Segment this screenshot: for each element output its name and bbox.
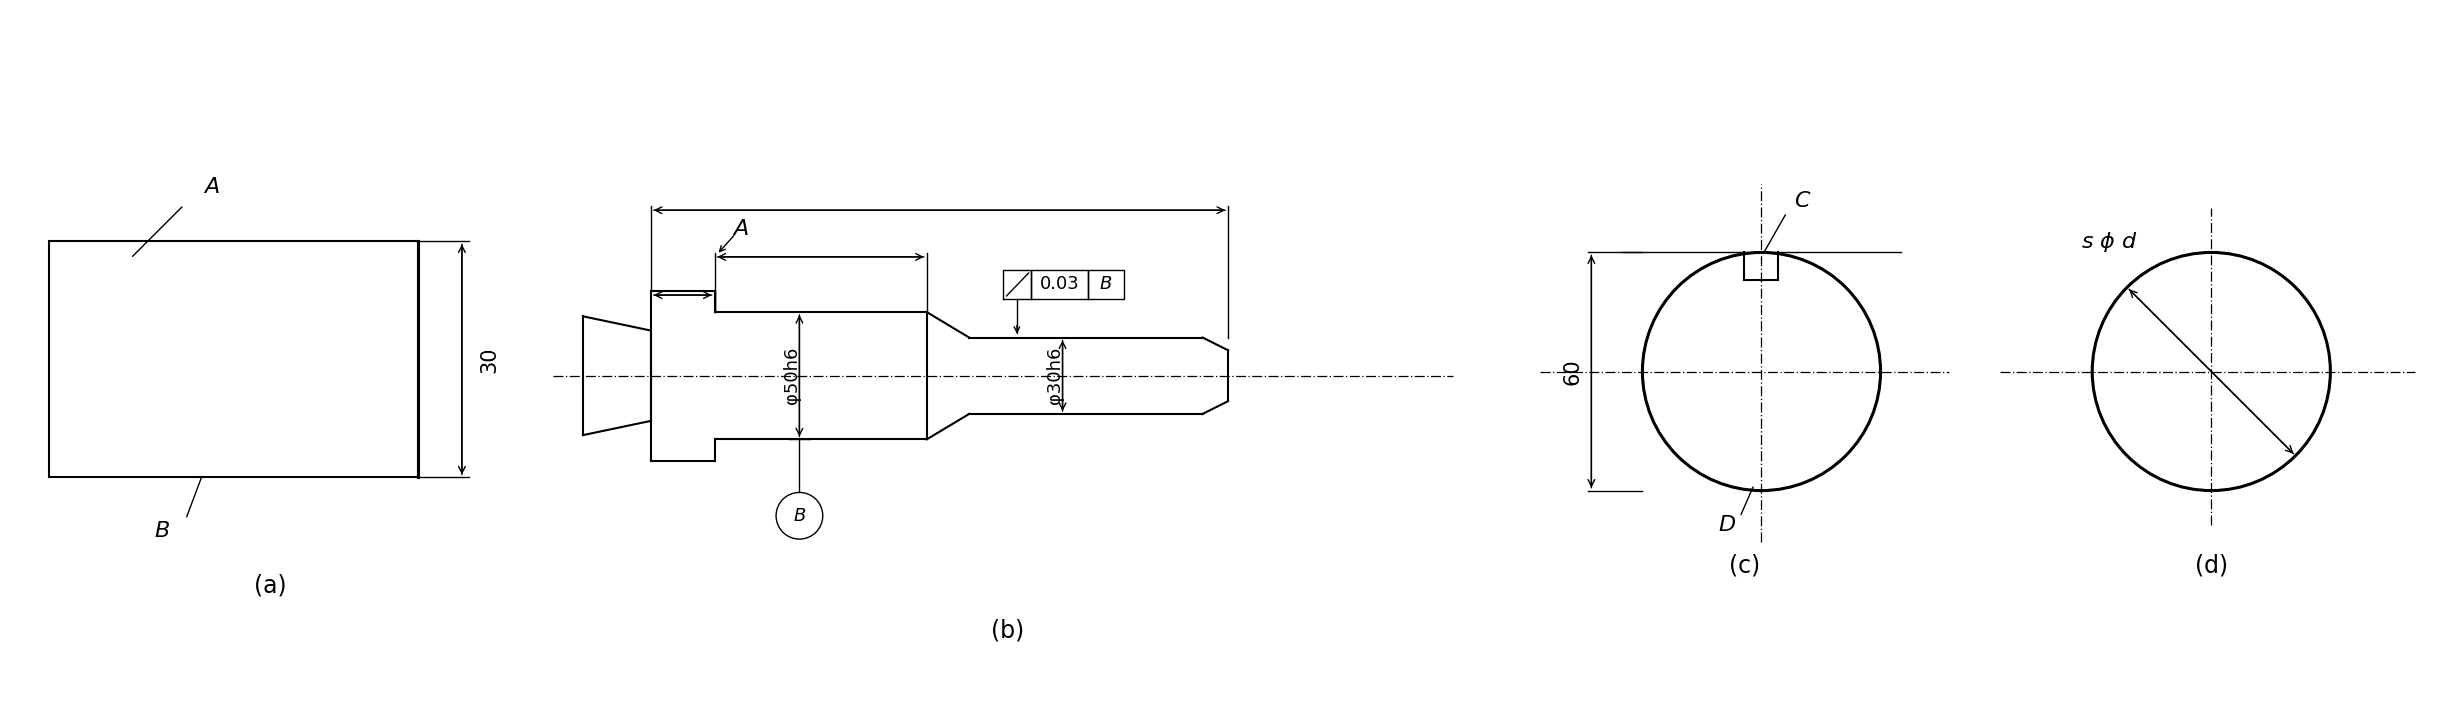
Text: (a): (a) [253, 574, 287, 598]
Text: (c): (c) [1730, 554, 1759, 577]
Text: 60: 60 [1563, 358, 1582, 385]
Text: $B$: $B$ [155, 521, 170, 542]
Text: φ50h6: φ50h6 [784, 347, 801, 404]
Text: $s\ \phi\ d$: $s\ \phi\ d$ [2081, 230, 2138, 255]
Text: (b): (b) [990, 618, 1025, 642]
Bar [49, 242, 418, 477]
Text: $C$: $C$ [1794, 191, 1811, 211]
Text: $D$: $D$ [1717, 515, 1737, 535]
Text: 0.03: 0.03 [1039, 276, 1079, 294]
Text: (d): (d) [2194, 554, 2228, 577]
Text: φ30h6: φ30h6 [1047, 347, 1064, 404]
Text: $B$: $B$ [1098, 276, 1113, 294]
Text: $B$: $B$ [794, 507, 806, 525]
Text: $A$: $A$ [732, 219, 749, 240]
Text: $A$: $A$ [204, 177, 219, 197]
Text: 30: 30 [479, 346, 499, 373]
